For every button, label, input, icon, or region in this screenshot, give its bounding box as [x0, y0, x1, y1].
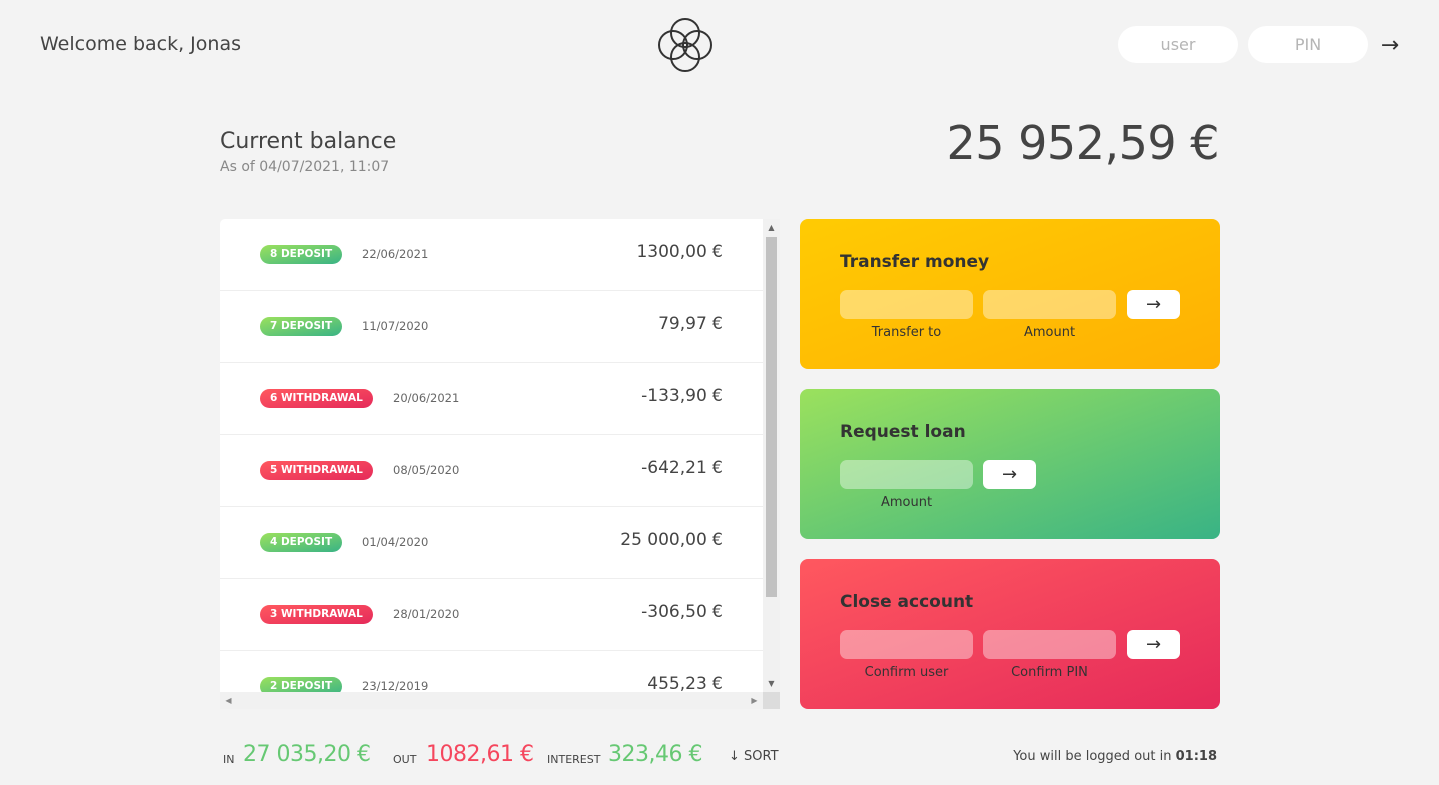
movement-type-badge: 3 withdrawal — [260, 605, 373, 624]
loan-panel: Request loan → Amount — [800, 389, 1220, 539]
scroll-right-icon[interactable]: ▶ — [751, 696, 758, 705]
summary-bar: In 27 035,20 € Out 1082,61 € Interest 32… — [220, 738, 1220, 778]
logout-timer: You will be logged out in 01:18 — [1013, 749, 1217, 764]
movement-value: -642,21 € — [641, 458, 723, 478]
summary-in-label: In — [223, 753, 235, 766]
loan-amount-input[interactable] — [840, 460, 973, 489]
arrow-right-icon: → — [1001, 464, 1018, 485]
login-user-input[interactable] — [1118, 26, 1238, 63]
movement-type-badge: 2 deposit — [260, 677, 343, 692]
close-account-button[interactable]: → — [1127, 630, 1180, 659]
movements-panel[interactable]: 8 deposit 22/06/2021 1300,00 € 7 deposit 11/… — [220, 219, 780, 709]
summary-interest-value: 323,46 € — [608, 742, 702, 767]
transfer-button[interactable]: → — [1127, 290, 1180, 319]
transfer-to-input[interactable] — [840, 290, 973, 319]
login-button[interactable]: → — [1376, 30, 1404, 60]
movement-date: 23/12/2019 — [362, 679, 429, 692]
top-nav: Welcome back, Jonas → — [0, 0, 1439, 90]
arrow-right-icon: → — [1145, 634, 1162, 655]
movement-date: 22/06/2021 — [362, 247, 429, 261]
summary-in-value: 27 035,20 € — [243, 742, 371, 767]
confirm-user-label: Confirm user — [864, 665, 949, 680]
balance-date: As of 04/07/2021, 11:07 — [220, 159, 390, 175]
logout-timer-text: You will be logged out in — [1013, 749, 1176, 764]
confirm-pin-input[interactable] — [983, 630, 1116, 659]
movement-row: 4 deposit 01/04/2020 25 000,00 € — [220, 507, 763, 579]
movement-value: -306,50 € — [641, 602, 723, 622]
movement-value: -133,90 € — [641, 386, 723, 406]
transfer-title: Transfer money — [840, 252, 990, 272]
movement-value: 25 000,00 € — [620, 530, 723, 550]
loan-amount-label: Amount — [880, 495, 933, 510]
movements-list: 8 deposit 22/06/2021 1300,00 € 7 deposit 11/… — [220, 219, 763, 692]
movement-date: 08/05/2020 — [393, 463, 460, 477]
login-pin-input[interactable] — [1248, 26, 1368, 63]
movement-row: 2 deposit 23/12/2019 455,23 € — [220, 651, 763, 692]
horizontal-scrollbar[interactable]: ◀ ▶ — [220, 692, 763, 709]
transfer-amount-input[interactable] — [983, 290, 1116, 319]
arrow-right-icon: → — [1380, 32, 1400, 58]
movement-row: 3 withdrawal 28/01/2020 -306,50 € — [220, 579, 763, 651]
movement-date: 11/07/2020 — [362, 319, 429, 333]
scroll-up-icon[interactable]: ▲ — [768, 223, 775, 232]
movement-row: 7 deposit 11/07/2020 79,97 € — [220, 291, 763, 363]
scrollbar-corner — [763, 692, 780, 709]
close-account-title: Close account — [840, 592, 974, 612]
movement-type-badge: 5 withdrawal — [260, 461, 373, 480]
bank-logo-icon — [658, 18, 712, 72]
loan-title: Request loan — [840, 422, 966, 442]
movement-date: 01/04/2020 — [362, 535, 429, 549]
transfer-amount-label: Amount — [1023, 325, 1076, 340]
movement-row: 5 withdrawal 08/05/2020 -642,21 € — [220, 435, 763, 507]
transfer-panel: Transfer money → Transfer to Amount — [800, 219, 1220, 369]
balance-value: 25 952,59 € — [946, 116, 1220, 170]
movement-value: 79,97 € — [658, 314, 723, 334]
welcome-message: Welcome back, Jonas — [40, 33, 241, 55]
movement-row: 6 withdrawal 20/06/2021 -133,90 € — [220, 363, 763, 435]
balance-label: Current balance — [220, 129, 397, 154]
loan-button[interactable]: → — [983, 460, 1036, 489]
summary-interest-label: Interest — [547, 753, 601, 766]
logout-timer-value: 01:18 — [1175, 749, 1217, 764]
scroll-down-icon[interactable]: ▼ — [768, 679, 775, 688]
confirm-pin-label: Confirm PIN — [1011, 665, 1088, 680]
sort-button[interactable]: ↓ SORT — [729, 749, 779, 764]
movement-type-badge: 7 deposit — [260, 317, 343, 336]
transfer-to-label: Transfer to — [871, 325, 942, 340]
summary-out-label: Out — [393, 753, 417, 766]
movement-type-badge: 6 withdrawal — [260, 389, 373, 408]
arrow-right-icon: → — [1145, 294, 1162, 315]
scroll-left-icon[interactable]: ◀ — [225, 696, 232, 705]
movement-row: 8 deposit 22/06/2021 1300,00 € — [220, 219, 763, 291]
scroll-thumb[interactable] — [766, 237, 777, 597]
close-account-panel: Close account → Confirm user Confirm PIN — [800, 559, 1220, 709]
movement-date: 20/06/2021 — [393, 391, 460, 405]
summary-out-value: 1082,61 € — [426, 742, 534, 767]
confirm-user-input[interactable] — [840, 630, 973, 659]
movement-value: 455,23 € — [647, 674, 723, 692]
movement-value: 1300,00 € — [636, 242, 723, 262]
movement-type-badge: 8 deposit — [260, 245, 343, 264]
vertical-scrollbar[interactable]: ▲ ▼ — [763, 219, 780, 692]
movement-date: 28/01/2020 — [393, 607, 460, 621]
movement-type-badge: 4 deposit — [260, 533, 343, 552]
